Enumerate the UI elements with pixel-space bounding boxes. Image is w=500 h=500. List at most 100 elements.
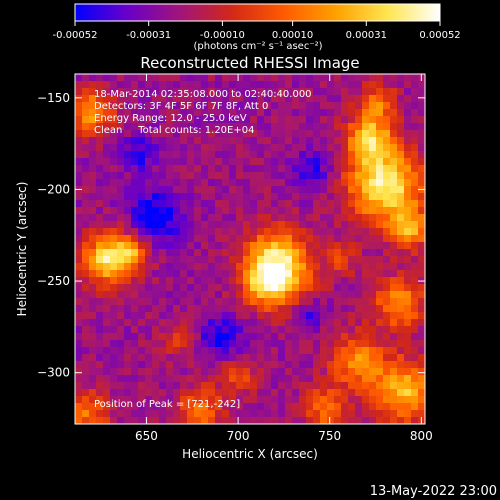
heatmap-cell	[369, 151, 377, 159]
heatmap-cell	[243, 291, 251, 299]
heatmap-cell	[355, 172, 363, 180]
heatmap-cell	[264, 319, 272, 327]
heatmap-cell	[257, 256, 265, 264]
heatmap-cell	[257, 298, 265, 306]
heatmap-cell	[201, 319, 209, 327]
heatmap-cell	[215, 417, 223, 425]
heatmap-cell	[89, 123, 97, 131]
heatmap-cell	[264, 256, 272, 264]
heatmap-cell	[292, 123, 300, 131]
heatmap-cell	[208, 375, 216, 383]
heatmap-cell	[159, 81, 167, 89]
heatmap-cell	[236, 207, 244, 215]
heatmap-cell	[138, 151, 146, 159]
heatmap-cell	[418, 270, 426, 278]
heatmap-cell	[180, 81, 188, 89]
heatmap-cell	[138, 354, 146, 362]
heatmap-cell	[320, 326, 328, 334]
heatmap-cell	[89, 144, 97, 152]
heatmap-cell	[82, 291, 90, 299]
heatmap-cell	[313, 144, 321, 152]
heatmap-cell	[229, 137, 237, 145]
heatmap-cell	[138, 88, 146, 96]
heatmap-cell	[383, 417, 391, 425]
heatmap-cell	[215, 305, 223, 313]
heatmap-cell	[418, 200, 426, 208]
heatmap-cell	[250, 207, 258, 215]
heatmap-cell	[222, 410, 230, 418]
heatmap-cell	[278, 368, 286, 376]
heatmap-cell	[355, 375, 363, 383]
heatmap-cell	[124, 396, 132, 404]
heatmap-cell	[285, 347, 293, 355]
heatmap-cell	[222, 333, 230, 341]
heatmap-cell	[152, 228, 160, 236]
heatmap-cell	[390, 172, 398, 180]
heatmap-cell	[124, 200, 132, 208]
heatmap-cell	[383, 109, 391, 117]
heatmap-cell	[103, 235, 111, 243]
heatmap-cell	[117, 340, 125, 348]
heatmap-cell	[110, 410, 118, 418]
heatmap-cell	[383, 347, 391, 355]
heatmap-cell	[292, 172, 300, 180]
heatmap-cell	[341, 116, 349, 124]
heatmap-cell	[145, 102, 153, 110]
heatmap-cell	[75, 172, 83, 180]
heatmap-cell	[131, 403, 139, 411]
heatmap-cell	[89, 305, 97, 313]
heatmap-cell	[159, 200, 167, 208]
heatmap-cell	[208, 368, 216, 376]
heatmap-cell	[257, 165, 265, 173]
heatmap-cell	[390, 347, 398, 355]
heatmap-cell	[103, 102, 111, 110]
heatmap-cell	[201, 235, 209, 243]
heatmap-cell	[250, 333, 258, 341]
heatmap-cell	[390, 81, 398, 89]
heatmap-cell	[257, 88, 265, 96]
heatmap-cell	[306, 130, 314, 138]
x-tick-label: 800	[410, 429, 433, 443]
heatmap-cell	[341, 95, 349, 103]
heatmap-cell	[82, 333, 90, 341]
heatmap-cell	[348, 193, 356, 201]
heatmap-cell	[208, 277, 216, 285]
heatmap-cell	[327, 361, 335, 369]
heatmap-cell	[257, 235, 265, 243]
heatmap-cell	[166, 305, 174, 313]
heatmap-cell	[89, 221, 97, 229]
heatmap-cell	[362, 74, 370, 82]
heatmap-cell	[250, 95, 258, 103]
heatmap-cell	[229, 109, 237, 117]
heatmap-cell	[327, 165, 335, 173]
heatmap-cell	[201, 179, 209, 187]
heatmap-cell	[180, 249, 188, 257]
heatmap-cell	[285, 137, 293, 145]
heatmap-cell	[397, 298, 405, 306]
heatmap-cell	[341, 291, 349, 299]
heatmap-cell	[404, 312, 412, 320]
heatmap-cell	[271, 235, 279, 243]
heatmap-cell	[257, 326, 265, 334]
heatmap-cell	[397, 305, 405, 313]
heatmap-cell	[145, 382, 153, 390]
heatmap-cell	[152, 130, 160, 138]
heatmap-cell	[348, 361, 356, 369]
heatmap-cell	[173, 382, 181, 390]
heatmap-cell	[250, 109, 258, 117]
heatmap-cell	[82, 179, 90, 187]
heatmap-cell	[264, 95, 272, 103]
heatmap-cell	[404, 319, 412, 327]
colorbar-tick-label: -0.00031	[126, 30, 171, 41]
heatmap-cell	[82, 81, 90, 89]
heatmap-cell	[292, 333, 300, 341]
heatmap-cell	[369, 137, 377, 145]
heatmap-cell	[313, 193, 321, 201]
heatmap-cell	[292, 221, 300, 229]
heatmap-cell	[348, 151, 356, 159]
heatmap-cell	[376, 263, 384, 271]
heatmap-cell	[201, 123, 209, 131]
heatmap-cell	[215, 263, 223, 271]
heatmap-cell	[152, 375, 160, 383]
heatmap-cell	[411, 102, 419, 110]
